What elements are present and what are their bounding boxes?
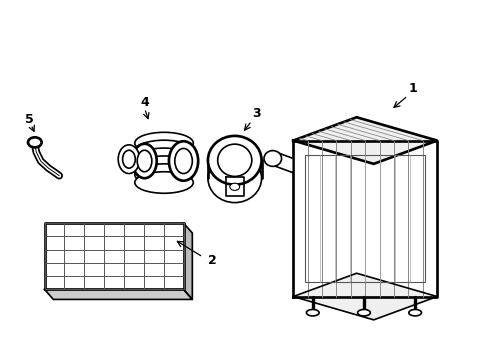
- Polygon shape: [293, 273, 436, 320]
- Ellipse shape: [135, 164, 193, 185]
- Bar: [305, 155, 424, 282]
- Text: 2: 2: [208, 254, 217, 267]
- Polygon shape: [293, 140, 436, 297]
- Ellipse shape: [174, 148, 192, 174]
- Polygon shape: [144, 141, 183, 190]
- Ellipse shape: [135, 132, 193, 154]
- Ellipse shape: [122, 150, 135, 168]
- Text: 5: 5: [24, 113, 33, 126]
- Ellipse shape: [207, 154, 261, 203]
- Polygon shape: [293, 117, 436, 164]
- Ellipse shape: [132, 144, 157, 178]
- Ellipse shape: [135, 148, 193, 170]
- Ellipse shape: [118, 145, 140, 174]
- Ellipse shape: [135, 172, 193, 193]
- Ellipse shape: [135, 156, 193, 177]
- Ellipse shape: [135, 140, 193, 162]
- Polygon shape: [44, 289, 192, 300]
- Ellipse shape: [357, 310, 369, 316]
- Polygon shape: [183, 223, 192, 300]
- Ellipse shape: [229, 183, 239, 190]
- Polygon shape: [44, 223, 183, 289]
- Ellipse shape: [137, 150, 152, 172]
- Ellipse shape: [168, 141, 198, 181]
- Text: 1: 1: [407, 82, 416, 95]
- Text: 3: 3: [252, 107, 261, 120]
- Text: 4: 4: [140, 96, 149, 109]
- Ellipse shape: [217, 144, 251, 176]
- Ellipse shape: [306, 310, 319, 316]
- Polygon shape: [225, 177, 243, 196]
- Ellipse shape: [408, 310, 421, 316]
- Ellipse shape: [28, 137, 41, 147]
- Ellipse shape: [264, 150, 281, 166]
- Polygon shape: [273, 151, 293, 173]
- Ellipse shape: [207, 136, 261, 185]
